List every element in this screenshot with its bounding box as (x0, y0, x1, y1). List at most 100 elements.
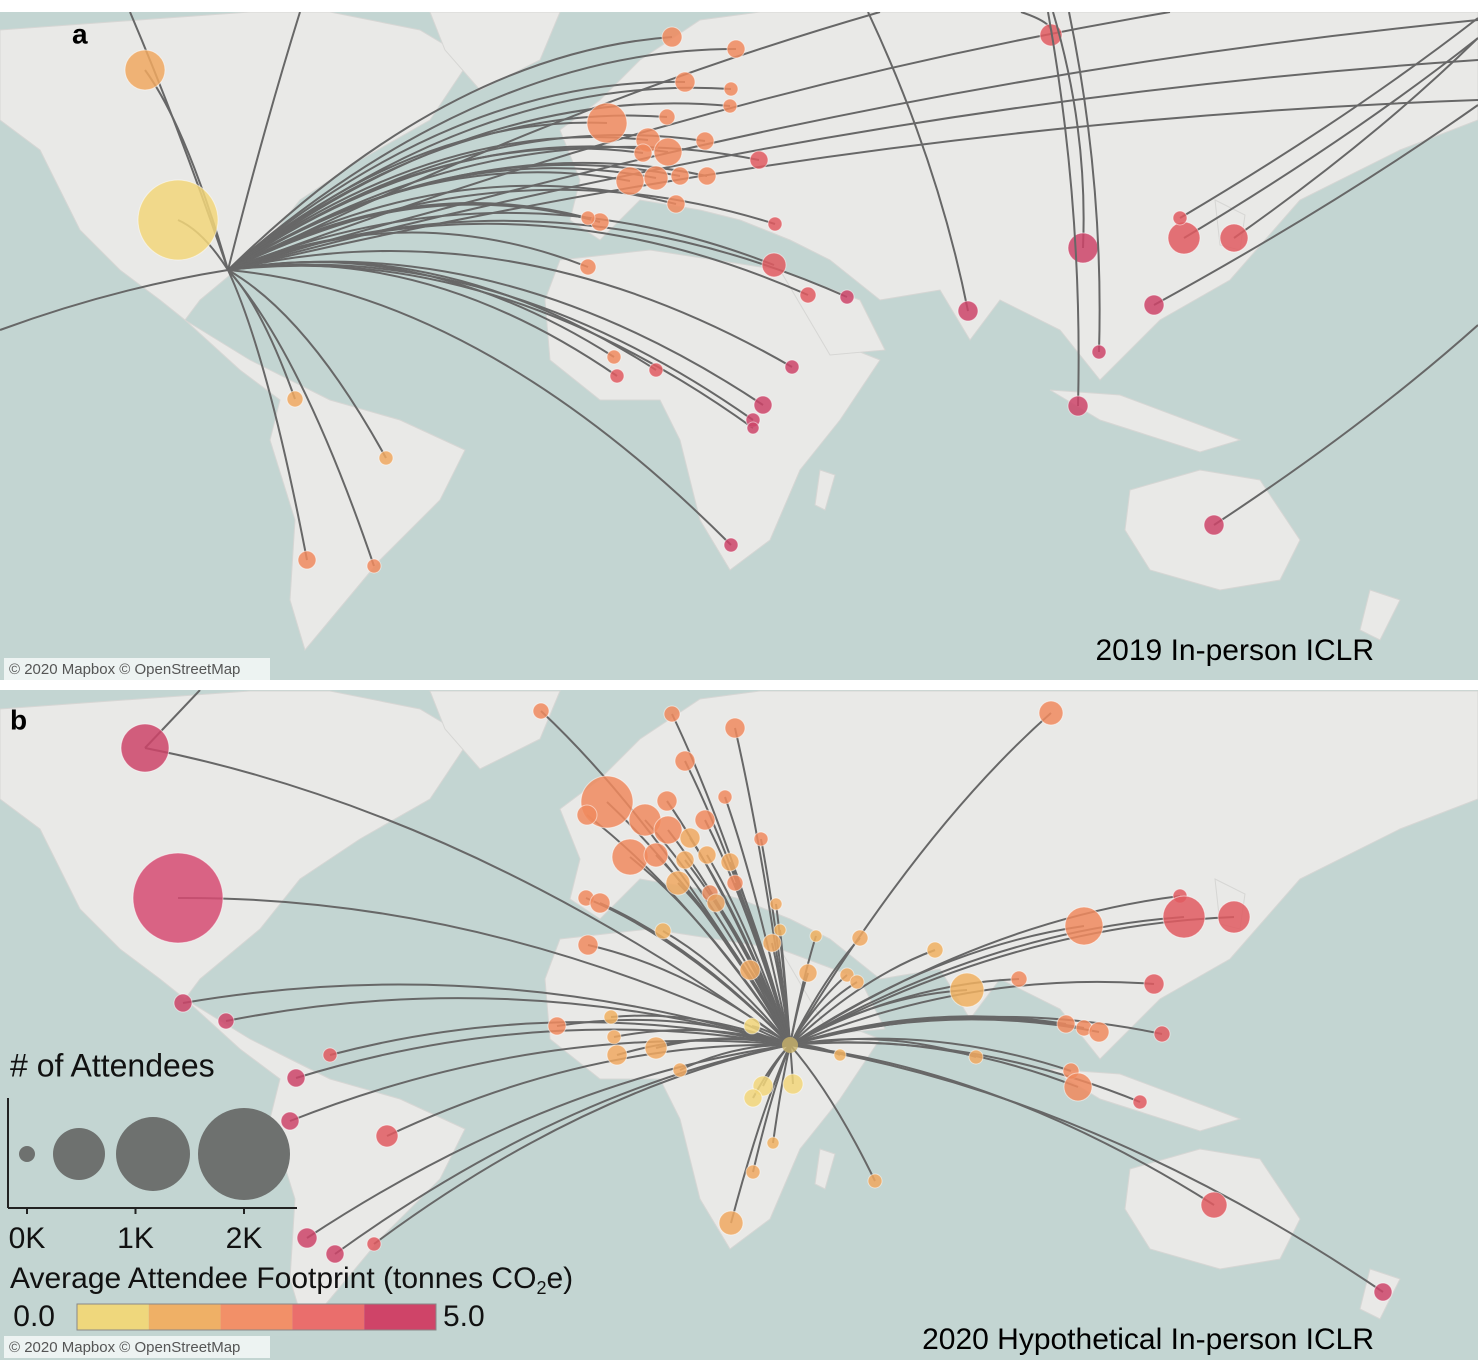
flight-arc (789, 1015, 1163, 1046)
flight-arc (295, 1028, 791, 1079)
city-bubble (1167, 221, 1201, 255)
city-bubble (137, 179, 219, 261)
city-bubble (743, 1088, 763, 1108)
color-scale-segment (220, 1304, 293, 1330)
city-bubble (633, 143, 653, 163)
city-bubble (746, 421, 760, 435)
city-bubble (1143, 294, 1165, 316)
flight-arc (227, 36, 673, 271)
city-bubble (1373, 1282, 1393, 1302)
land (559, 690, 1478, 1060)
flight-arc (227, 19, 1478, 271)
flight-arc (227, 12, 1171, 271)
flight-arc (1047, 12, 1080, 407)
city-bubble (799, 286, 817, 304)
city-bubble (726, 874, 744, 892)
flight-arc (227, 188, 776, 271)
land (184, 319, 466, 652)
color-scale-segment (148, 1304, 221, 1330)
panel-b (0, 690, 1478, 1360)
flight-arc (0, 269, 229, 331)
flight-arc (227, 136, 649, 271)
city-bubble (1067, 395, 1089, 417)
city-bubble (718, 1210, 744, 1236)
city-bubble (1088, 1021, 1110, 1043)
city-bubble (674, 750, 696, 772)
city-bubble (749, 150, 769, 170)
city-bubble (674, 71, 696, 93)
city-bubble (1067, 232, 1099, 264)
color-tick-label: 5.0 (443, 1300, 485, 1333)
city-bubble (766, 1136, 780, 1150)
city-bubble (767, 216, 783, 232)
color-tick-label: 0.0 (13, 1300, 55, 1333)
panel-a (0, 12, 1478, 680)
city-bubble (762, 933, 782, 953)
city-bubble (576, 804, 598, 826)
city-bubble (957, 300, 979, 322)
city-bubble (280, 1111, 300, 1131)
city-bubble (297, 550, 317, 570)
flight-arc (227, 12, 301, 271)
flight-arc (1213, 324, 1478, 526)
city-bubble (679, 827, 701, 849)
city-bubble (1091, 344, 1107, 360)
size-legend-bubble (116, 1117, 190, 1191)
city-bubble (1064, 906, 1104, 946)
flight-arc (373, 1044, 791, 1245)
panel-label: b (10, 704, 27, 735)
city-bubble (322, 1047, 338, 1063)
flight-arc (227, 161, 708, 271)
city-bubble (706, 893, 726, 913)
flight-arc (1233, 37, 1478, 239)
city-bubble (849, 974, 865, 990)
city-bubble (366, 558, 382, 574)
flight-arc (227, 219, 848, 298)
city-bubble (532, 702, 550, 720)
city-bubble (839, 289, 855, 305)
city-bubble (606, 349, 622, 365)
flight-arc (227, 99, 1478, 271)
color-scale-segment (364, 1304, 436, 1330)
flight-arc (227, 250, 793, 368)
city-bubble (296, 1227, 318, 1249)
land (814, 1148, 836, 1190)
city-bubble (643, 842, 669, 868)
city-bubble (833, 1048, 847, 1062)
city-bubble (609, 368, 625, 384)
city-bubble (722, 98, 738, 114)
land (184, 998, 466, 1331)
flight-arc (610, 1014, 791, 1046)
city-bubble (644, 1036, 668, 1060)
city-bubble (798, 963, 818, 983)
panel-caption: 2020 Hypothetical In-person ICLR (922, 1323, 1374, 1356)
city-bubble (926, 941, 944, 959)
flight-arc (227, 59, 1478, 271)
city-bubble (615, 166, 645, 196)
city-bubble (120, 723, 170, 773)
flight-arc (677, 882, 791, 1046)
city-bubble (672, 1062, 688, 1078)
city-bubble (666, 194, 686, 214)
flight-arc (679, 1043, 791, 1071)
flight-arc (227, 80, 686, 271)
city-bubble (949, 972, 985, 1008)
color-legend-title: Average Attendee Footprint (tonnes CO2e) (10, 1262, 573, 1298)
flight-arc (1183, 37, 1478, 239)
city-bubble (663, 705, 681, 723)
flight-arc (334, 1044, 791, 1255)
flight-arc (789, 712, 1052, 1046)
flight-arc (734, 882, 791, 1046)
city-bubble (653, 815, 683, 845)
city-bubble (665, 870, 691, 896)
attribution: © 2020 Mapbox © OpenStreetMap (9, 1339, 240, 1356)
city-bubble (694, 809, 716, 831)
city-bubble (697, 166, 717, 186)
flight-arc (789, 1044, 876, 1182)
city-bubble (580, 210, 596, 226)
size-tick-label: 2K (226, 1222, 263, 1255)
flight-arc (730, 1044, 791, 1224)
city-bubble (809, 929, 823, 943)
size-tick-label: 0K (9, 1222, 46, 1255)
